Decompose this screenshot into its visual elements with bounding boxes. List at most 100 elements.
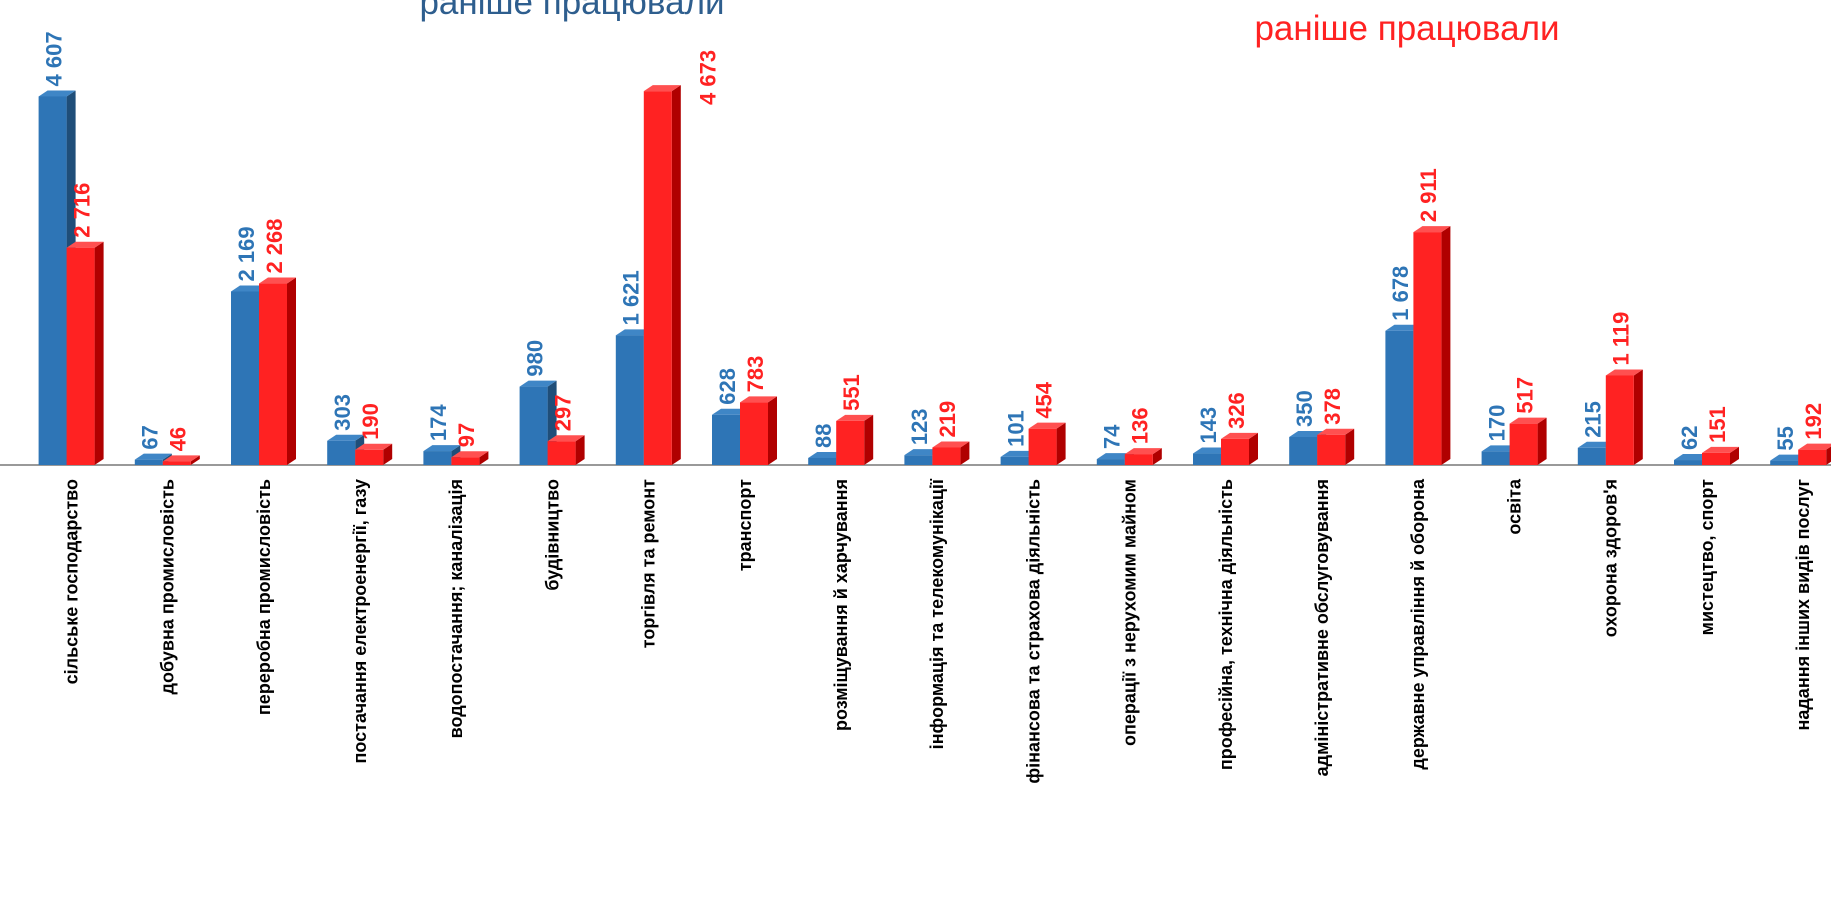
- bar-top: [1605, 369, 1643, 376]
- bar: [1509, 423, 1538, 465]
- bar: [1124, 454, 1153, 465]
- bar: [519, 386, 548, 465]
- x-tick-label: адміністративне обслуговування: [1312, 479, 1332, 776]
- x-tick-label: розміщування й харчування: [831, 479, 851, 731]
- bar: [1193, 453, 1221, 465]
- bar-side: [1633, 369, 1643, 465]
- value-label: 219: [935, 401, 960, 438]
- value-label: 192: [1801, 403, 1826, 440]
- bar: [904, 455, 933, 465]
- bar-top: [38, 90, 76, 97]
- bar: [1385, 330, 1414, 465]
- value-label: 454: [1031, 381, 1056, 418]
- bar: [1096, 459, 1125, 465]
- bar-top: [66, 241, 104, 248]
- x-tick-label: будівництво: [542, 479, 562, 591]
- bar: [1798, 449, 1827, 465]
- bar-top: [904, 449, 942, 456]
- bar: [836, 420, 865, 465]
- bar: [712, 414, 740, 465]
- value-label: 2 911: [1416, 168, 1441, 222]
- bar-side: [94, 241, 104, 465]
- bar: [1413, 232, 1442, 465]
- bar-side: [575, 435, 585, 465]
- legend-entry: раніше працювали: [419, 0, 724, 22]
- bar: [134, 459, 163, 465]
- bar-side: [287, 277, 296, 465]
- value-label: 4 607: [41, 31, 66, 86]
- bar-top: [1124, 448, 1162, 455]
- x-tick-label: операції з нерухомим майном: [1120, 479, 1140, 746]
- value-label: 151: [1705, 406, 1730, 443]
- bar: [1028, 428, 1057, 465]
- bar: [740, 402, 768, 465]
- bar-side: [1730, 446, 1739, 465]
- bar-top: [836, 414, 874, 421]
- bar: [1221, 438, 1249, 465]
- legend-entry: раніше працювали: [1254, 9, 1559, 48]
- bar-top: [1509, 417, 1547, 424]
- bar-top: [1385, 324, 1423, 331]
- bar: [1481, 451, 1510, 465]
- value-label: 378: [1320, 388, 1345, 425]
- value-label: 628: [715, 368, 740, 405]
- value-label: 74: [1100, 424, 1125, 449]
- x-tick-label: надання інших видів послуг: [1793, 479, 1813, 731]
- bar-top: [712, 408, 749, 415]
- value-label: 783: [743, 356, 768, 393]
- bar: [1577, 447, 1606, 465]
- bar: [38, 96, 67, 465]
- bar: [327, 440, 356, 465]
- bar-side: [1345, 428, 1355, 465]
- bar: [423, 451, 452, 465]
- x-tick-label: фінансова та страхова діяльність: [1023, 479, 1043, 784]
- bar-top: [231, 285, 268, 292]
- bar-top: [808, 451, 846, 458]
- value-label: 4 673: [696, 50, 721, 105]
- value-label: 97: [454, 423, 479, 447]
- x-tick-label: професійна, технічна діяльність: [1216, 479, 1236, 770]
- value-label: 67: [138, 425, 163, 449]
- bar-top: [451, 451, 489, 458]
- value-label: 101: [1003, 410, 1028, 447]
- bar: [66, 247, 95, 465]
- bar-side: [1826, 446, 1831, 465]
- x-tick-label: інформація та телекомунікації: [927, 478, 947, 749]
- bar-top: [355, 443, 393, 450]
- value-label: 143: [1196, 407, 1221, 444]
- x-tick-label: постачання електроенергії, газу: [350, 479, 370, 763]
- bar: [643, 91, 672, 465]
- bar-top: [1770, 454, 1808, 461]
- bar-top: [1000, 450, 1038, 457]
- value-label: 62: [1677, 426, 1702, 450]
- value-label: 1 119: [1609, 312, 1634, 366]
- bar-top: [1413, 226, 1451, 233]
- bar-top: [1481, 445, 1519, 452]
- value-label: 517: [1512, 377, 1537, 414]
- bar-top: [1096, 453, 1134, 460]
- x-tick-label: торгівля та ремонт: [639, 479, 659, 648]
- bar-top: [1028, 422, 1066, 429]
- bar-top: [519, 380, 557, 387]
- bar: [355, 449, 384, 465]
- bar-top: [932, 441, 970, 448]
- x-tick-label: добувна промисловість: [158, 479, 178, 694]
- bar: [808, 457, 837, 465]
- x-tick-label: державне управління й оборона: [1408, 478, 1428, 770]
- value-label: 46: [166, 427, 191, 451]
- x-tick-label: транспорт: [735, 479, 755, 571]
- bar-top: [162, 455, 200, 462]
- bar-side: [383, 443, 393, 465]
- bar-top: [327, 434, 365, 441]
- value-label: 303: [330, 394, 355, 431]
- bar: [1702, 452, 1730, 465]
- bar-top: [1289, 431, 1327, 437]
- value-label: 326: [1224, 392, 1249, 429]
- value-label: 88: [811, 423, 836, 447]
- bar-top: [547, 435, 585, 442]
- bar: [547, 441, 576, 465]
- value-label: 2 268: [262, 218, 287, 273]
- value-label: 123: [907, 408, 932, 445]
